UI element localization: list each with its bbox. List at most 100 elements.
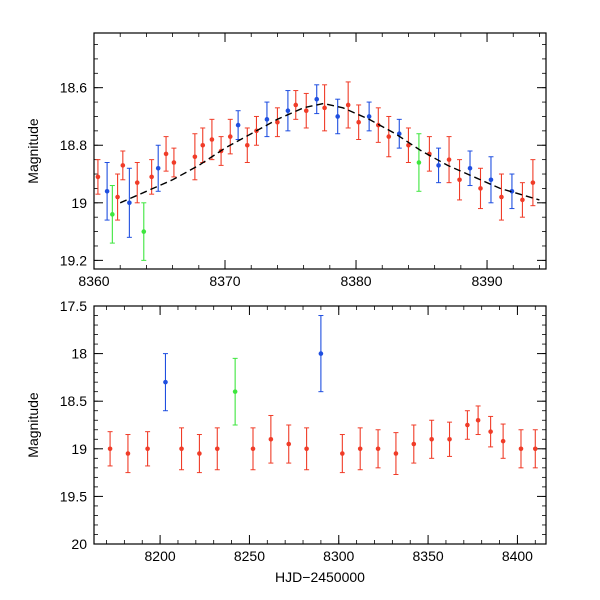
data-point bbox=[107, 431, 113, 467]
data-marker bbox=[120, 163, 126, 168]
data-marker bbox=[386, 134, 392, 139]
model-curve-line bbox=[119, 102, 540, 204]
data-marker bbox=[179, 446, 184, 452]
x-tick-label: 8390 bbox=[471, 273, 502, 289]
x-tick-label: 8400 bbox=[502, 548, 533, 564]
data-marker bbox=[314, 96, 320, 102]
data-marker bbox=[286, 441, 292, 447]
data-point bbox=[335, 98, 341, 135]
data-point bbox=[115, 173, 121, 221]
data-point bbox=[227, 118, 233, 155]
top-data-points bbox=[95, 81, 536, 261]
data-point bbox=[345, 81, 351, 129]
data-point bbox=[141, 202, 147, 261]
data-point bbox=[155, 144, 161, 192]
data-marker bbox=[275, 119, 280, 125]
data-marker bbox=[520, 197, 525, 203]
data-marker bbox=[335, 114, 340, 119]
data-marker bbox=[192, 154, 198, 160]
data-marker bbox=[340, 451, 345, 456]
y-tick-label: 19.5 bbox=[60, 488, 87, 504]
data-point bbox=[214, 427, 220, 471]
bottom-tick-labels: 8200 8250 8300 8350 8400 17.5 18 18.5 19 19.5 20 bbox=[60, 298, 533, 564]
data-marker bbox=[457, 177, 462, 183]
data-marker bbox=[227, 134, 233, 139]
data-marker bbox=[465, 422, 470, 428]
data-point bbox=[518, 429, 524, 469]
data-marker bbox=[416, 160, 422, 165]
data-marker bbox=[285, 108, 291, 114]
data-point bbox=[145, 431, 151, 467]
data-marker bbox=[303, 108, 309, 114]
top-axes-frame bbox=[93, 32, 547, 270]
data-point bbox=[125, 434, 131, 474]
data-marker bbox=[467, 165, 473, 171]
x-tick-label: 8250 bbox=[234, 548, 265, 564]
data-point bbox=[477, 167, 483, 210]
data-point bbox=[304, 427, 310, 471]
data-marker bbox=[141, 229, 147, 234]
data-point bbox=[235, 110, 241, 140]
data-point bbox=[268, 414, 274, 464]
data-marker bbox=[268, 436, 274, 442]
y-tick-label: 18.8 bbox=[60, 137, 87, 153]
data-marker bbox=[125, 451, 131, 456]
data-marker bbox=[322, 105, 327, 111]
data-marker bbox=[107, 446, 113, 452]
data-marker bbox=[171, 160, 177, 165]
data-point bbox=[264, 101, 270, 138]
data-point bbox=[446, 136, 452, 184]
data-marker bbox=[356, 119, 361, 125]
data-marker bbox=[375, 446, 381, 452]
data-marker bbox=[436, 163, 441, 168]
data-marker bbox=[264, 117, 270, 122]
data-point bbox=[436, 147, 442, 184]
data-point bbox=[530, 159, 536, 207]
data-marker bbox=[115, 194, 120, 200]
top-model-curve bbox=[119, 102, 540, 204]
data-marker bbox=[357, 446, 363, 452]
data-marker bbox=[250, 446, 256, 452]
data-point bbox=[120, 150, 126, 181]
data-point bbox=[357, 427, 363, 471]
data-point bbox=[396, 118, 402, 149]
top-y-axis-label: Magnitude bbox=[25, 118, 41, 184]
data-marker bbox=[214, 446, 220, 452]
data-point bbox=[196, 434, 202, 474]
y-tick-label: 19 bbox=[71, 195, 87, 211]
top-panel: 8360 8370 8380 8390 18.6 18.8 19 19.2 Magnitude bbox=[25, 32, 547, 289]
data-point bbox=[498, 173, 504, 221]
data-marker bbox=[134, 180, 140, 185]
data-marker bbox=[200, 142, 206, 148]
data-marker bbox=[244, 142, 250, 148]
data-marker bbox=[127, 200, 132, 206]
data-point bbox=[509, 173, 515, 210]
data-point bbox=[405, 127, 411, 164]
data-point bbox=[250, 427, 256, 471]
data-marker bbox=[209, 137, 215, 142]
data-marker bbox=[345, 102, 351, 108]
data-marker bbox=[293, 102, 299, 108]
data-marker bbox=[411, 441, 417, 447]
data-point bbox=[386, 115, 392, 158]
data-point bbox=[467, 150, 473, 187]
data-point bbox=[209, 118, 215, 161]
y-tick-label: 20 bbox=[71, 536, 87, 552]
data-point bbox=[192, 133, 198, 181]
data-point bbox=[314, 84, 320, 115]
data-point bbox=[109, 185, 115, 244]
x-tick-label: 8370 bbox=[209, 273, 240, 289]
data-marker bbox=[304, 446, 309, 452]
bottom-axes-frame bbox=[93, 305, 547, 545]
data-point bbox=[447, 421, 453, 457]
x-tick-label: 8200 bbox=[145, 548, 176, 564]
data-point bbox=[475, 405, 481, 436]
data-point bbox=[318, 315, 324, 393]
y-tick-label: 19 bbox=[71, 441, 87, 457]
data-marker bbox=[163, 379, 168, 385]
data-point bbox=[244, 127, 250, 164]
data-marker bbox=[488, 429, 493, 434]
data-point bbox=[95, 159, 101, 195]
bottom-data-points bbox=[107, 315, 538, 476]
